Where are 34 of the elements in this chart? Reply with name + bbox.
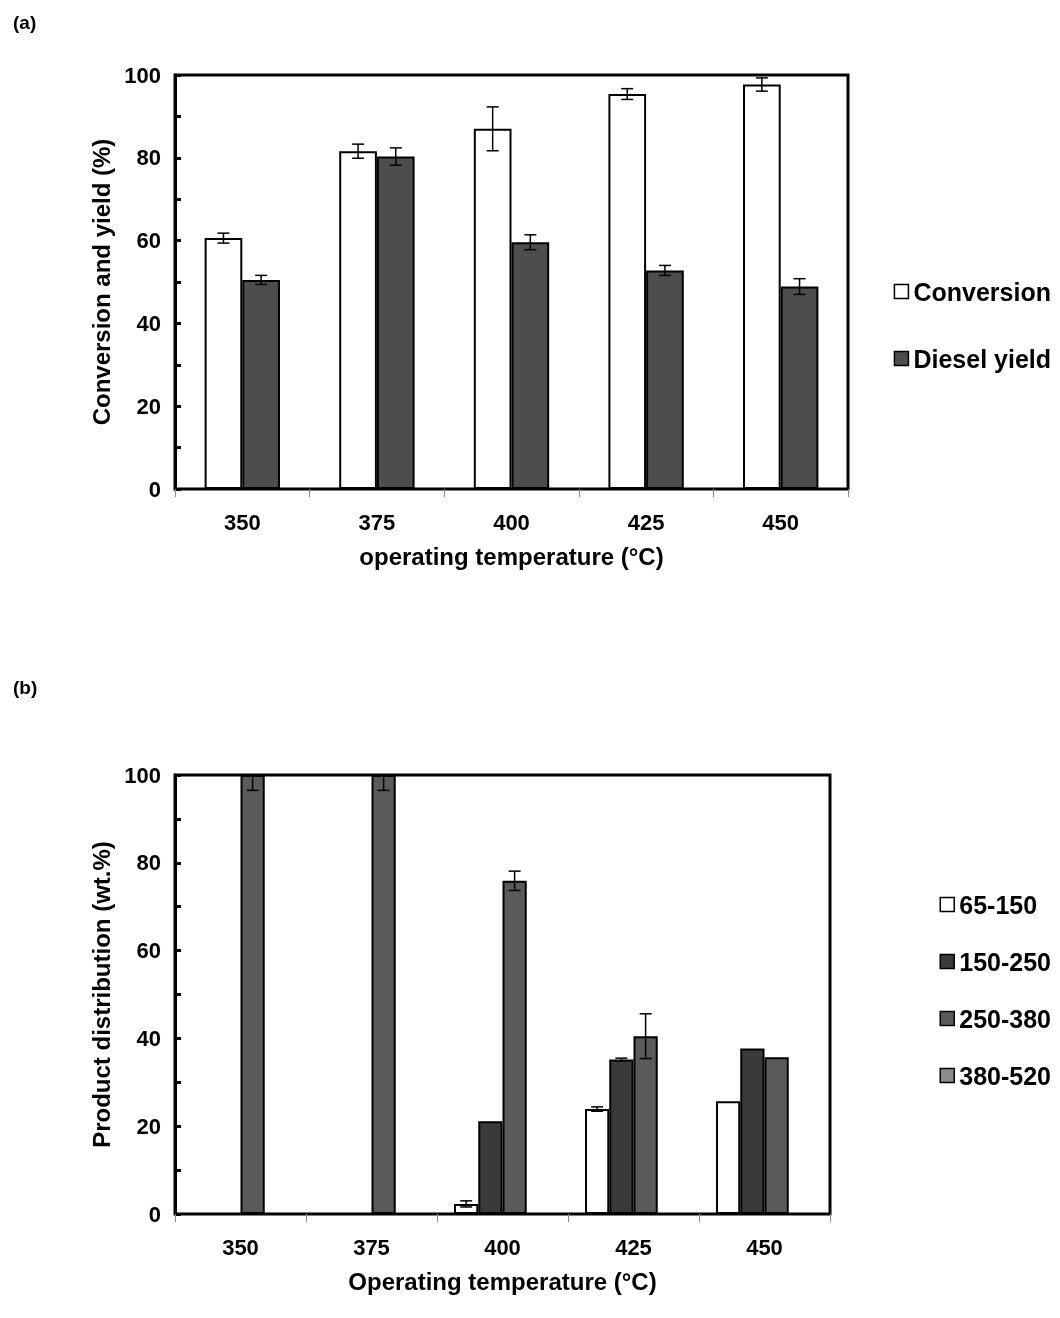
y-tick-label: 0 bbox=[148, 476, 161, 502]
x-tick-label: 375 bbox=[358, 509, 396, 535]
x-tick-label: 425 bbox=[627, 509, 665, 535]
x-axis-title: Operating temperature (°C) bbox=[348, 1267, 657, 1295]
x-tick-label: 450 bbox=[762, 509, 800, 535]
legend-label: 380-520 bbox=[959, 1061, 1051, 1090]
y-axis-title: Product distribution (wt.%) bbox=[87, 841, 115, 1148]
x-tick-label: 450 bbox=[746, 1234, 783, 1260]
y-tick-label: 60 bbox=[136, 228, 161, 254]
x-tick-label: 425 bbox=[615, 1234, 652, 1260]
y-tick-label: 20 bbox=[136, 1113, 161, 1139]
chart-title: (b) bbox=[13, 677, 38, 698]
y-tick-label: 100 bbox=[124, 62, 161, 88]
y-tick-label: 40 bbox=[136, 310, 161, 336]
x-axis-title: operating temperature (°C) bbox=[359, 542, 664, 570]
y-tick-label: 80 bbox=[136, 145, 161, 171]
legend-label: 250-380 bbox=[959, 1004, 1051, 1033]
chart-title: (a) bbox=[13, 12, 37, 33]
x-tick-label: 375 bbox=[353, 1234, 390, 1260]
x-tick-label: 400 bbox=[493, 509, 530, 535]
x-tick-label: 350 bbox=[223, 509, 261, 535]
y-tick-label: 20 bbox=[136, 393, 161, 419]
y-tick-label: 40 bbox=[136, 1025, 161, 1051]
y-axis-title: Conversion and yield (%) bbox=[87, 138, 115, 426]
y-tick-label: 80 bbox=[136, 850, 161, 876]
y-tick-label: 0 bbox=[148, 1201, 161, 1227]
y-tick-label: 100 bbox=[124, 762, 161, 788]
y-tick-label: 60 bbox=[136, 938, 161, 964]
legend-label: 65-150 bbox=[959, 890, 1038, 919]
legend-label: Conversion bbox=[913, 277, 1051, 306]
legend-label: Diesel yield bbox=[913, 344, 1051, 373]
x-tick-label: 400 bbox=[484, 1234, 521, 1260]
legend-label: 150-250 bbox=[959, 947, 1051, 976]
x-tick-label: 350 bbox=[222, 1234, 259, 1260]
